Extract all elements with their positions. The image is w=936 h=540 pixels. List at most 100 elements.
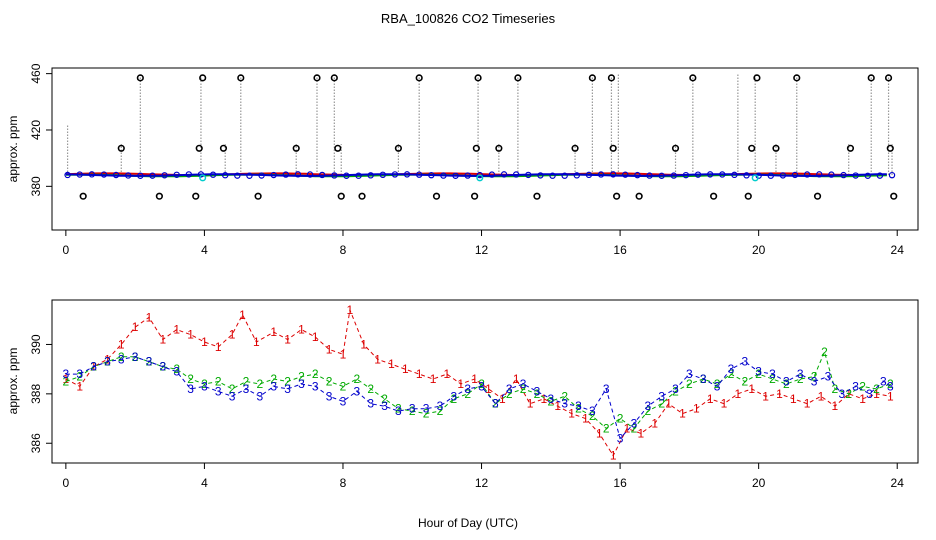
series-1-point: 1	[374, 352, 381, 366]
outlier-point	[195, 144, 203, 152]
series-2-point: 2	[714, 377, 721, 391]
series-1-point: 1	[229, 328, 236, 342]
band-point	[258, 172, 265, 179]
series-2-point: 2	[859, 379, 866, 393]
series-1-point: 1	[270, 325, 277, 339]
band-point	[706, 171, 714, 178]
bottom-x-tick-label: 20	[752, 476, 766, 490]
band-point	[719, 171, 726, 178]
outlier-point	[334, 144, 342, 152]
series-3-point: 3	[256, 389, 263, 403]
outlier-point	[358, 192, 366, 200]
series-1-point: 1	[444, 367, 451, 381]
band-point	[622, 171, 629, 178]
band-point	[100, 171, 108, 178]
series-2-point: 2	[215, 375, 222, 389]
series-2-point: 2	[284, 375, 291, 389]
band-point	[525, 171, 532, 179]
band-point	[634, 171, 641, 179]
series-1-point: 1	[187, 328, 194, 342]
top-x-tick-label: 4	[201, 243, 208, 257]
band-point	[270, 171, 277, 179]
band-point	[816, 171, 823, 178]
series-3-point: 3	[575, 399, 582, 413]
bottom-x-tick-label: 8	[340, 476, 347, 490]
bottom-y-tick-label: 388	[29, 384, 43, 404]
series-3-point: 3	[672, 382, 679, 396]
series-2-point: 2	[243, 375, 250, 389]
series-2-point: 2	[464, 387, 471, 401]
series-2-point: 2	[506, 387, 513, 401]
band-point	[306, 171, 314, 178]
series-3-point: 3	[464, 382, 471, 396]
band-point	[779, 172, 787, 179]
series-3-point: 3	[866, 387, 873, 401]
series-1-point: 1	[485, 382, 492, 396]
series-1-point: 1	[762, 389, 769, 403]
series-3-point: 3	[450, 389, 457, 403]
series-2-point: 2	[367, 382, 374, 396]
series-3-point: 3	[700, 372, 707, 386]
series-1-point: 1	[347, 303, 354, 317]
series-3-point: 3	[298, 377, 305, 391]
outlier-point	[793, 74, 801, 82]
series-2-point: 2	[256, 377, 263, 391]
series-2-point: 2	[520, 382, 527, 396]
series-3-point: 3	[201, 379, 208, 393]
series-1-point: 1	[568, 407, 575, 421]
outlier-point	[117, 144, 125, 152]
band-point	[888, 171, 896, 179]
band-point	[609, 171, 617, 178]
series-1-point: 1	[360, 337, 367, 351]
outlier-point	[609, 144, 617, 152]
band-point	[694, 171, 702, 178]
outlier-point	[474, 74, 482, 82]
series-1-point: 1	[665, 397, 672, 411]
series-1-point: 1	[132, 320, 139, 334]
top-panel-frame	[51, 67, 919, 231]
series-3-point: 3	[838, 387, 845, 401]
series-3-point: 3	[353, 384, 360, 398]
band-point	[282, 171, 290, 178]
series-3-point: 3	[492, 397, 499, 411]
band-point	[743, 172, 750, 179]
series-1-point: 1	[707, 392, 714, 406]
series-1-point: 1	[104, 352, 111, 366]
band-point	[76, 171, 83, 178]
bottom-x-tick-label: 16	[613, 476, 627, 490]
series-2-point: 2	[450, 392, 457, 406]
series-1-point: 1	[554, 399, 561, 413]
outlier-point	[313, 74, 321, 82]
series-3-point: 3	[173, 365, 180, 379]
series-3-point: 3	[367, 397, 374, 411]
series-2-point: 2	[887, 377, 894, 391]
series-1-point: 1	[118, 337, 125, 351]
series-2-point: 2	[118, 350, 125, 364]
bottom-x-tick-label: 4	[201, 476, 208, 490]
series-3-point: 3	[104, 355, 111, 369]
band-point	[500, 171, 508, 178]
series-3-point: 3	[797, 367, 804, 381]
band-point	[440, 172, 447, 179]
series-2-point: 2	[769, 372, 776, 386]
top-y-tick-label: 380	[29, 176, 43, 196]
outlier-point	[671, 144, 680, 152]
series-1-point: 1	[748, 382, 755, 396]
series-2-point: 2	[298, 370, 305, 384]
bottom-panel-frame	[51, 299, 919, 464]
series-3-point: 3	[270, 379, 277, 393]
band-point	[355, 172, 362, 179]
series-3-point: 3	[852, 379, 859, 393]
series-3-point: 3	[825, 370, 832, 384]
series-2-point: 2	[631, 421, 638, 435]
outlier-point	[571, 144, 579, 152]
outlier-point	[607, 74, 616, 82]
band-point	[221, 172, 229, 179]
band-point	[331, 172, 338, 179]
series-2-point: 2	[437, 404, 444, 418]
series-1-point: 1	[873, 387, 880, 401]
series-1-point: 1	[624, 421, 631, 435]
series-1-point: 1	[832, 399, 839, 413]
